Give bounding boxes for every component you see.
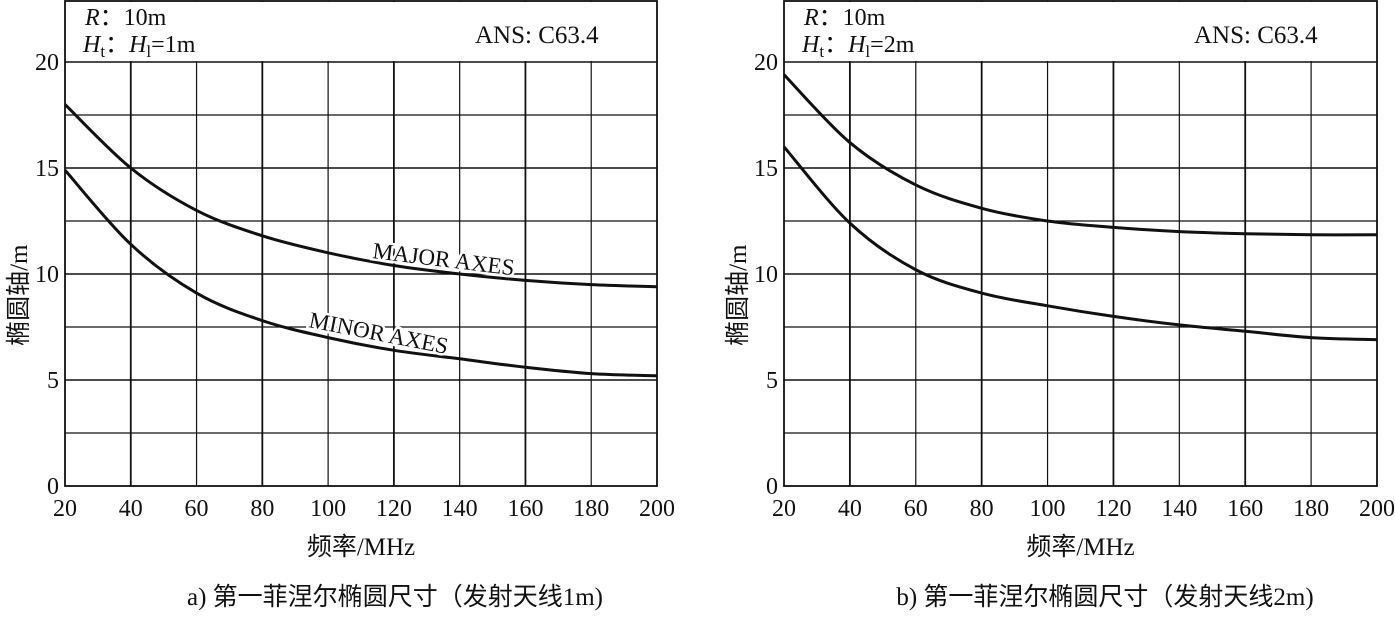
x-tick-label: 160	[1227, 496, 1263, 522]
y-tick-label: 5	[766, 368, 778, 394]
param-h-sub: l	[146, 42, 151, 61]
x-tick-label: 80	[250, 496, 274, 522]
param-h-sep: ：	[824, 32, 848, 58]
param-r-value: ：10m	[100, 5, 167, 31]
x-tick-label: 120	[376, 496, 412, 522]
x-tick-label: 40	[119, 496, 143, 522]
param-r: R：10m	[803, 5, 886, 31]
caption: b) 第一菲涅尔椭圆尺寸（发射天线2m)	[896, 583, 1313, 611]
param-h-value: =1m	[151, 32, 196, 58]
y-tick-label: 0	[766, 474, 778, 500]
x-tick-label: 180	[1293, 496, 1329, 522]
param-h-sub: l	[865, 42, 870, 61]
x-tick-label: 200	[1359, 496, 1395, 522]
series-line-minor	[63, 169, 658, 378]
series-line-minor	[782, 145, 1378, 342]
header-box	[66, 2, 656, 61]
x-tick-label: 60	[904, 496, 928, 522]
x-tick-label: 80	[970, 496, 994, 522]
series-line-major	[782, 73, 1378, 237]
param-h-sub: t	[100, 42, 105, 61]
y-tick-label: 15	[754, 156, 778, 182]
standard-label: ANS: C63.4	[475, 22, 599, 49]
standard-label: ANS: C63.4	[1194, 22, 1318, 49]
param-h-sub: t	[819, 42, 824, 61]
x-tick-label: 120	[1095, 496, 1131, 522]
plot-frame	[64, 0, 658, 487]
param-h-value: =2m	[870, 32, 915, 58]
x-axis-label: 频率/MHz	[307, 533, 415, 561]
y-tick-label: 10	[35, 262, 59, 288]
param-r-value: ：10m	[819, 5, 886, 31]
y-tick-label: 0	[47, 474, 59, 500]
param-h: Ht：Hl=1m	[82, 32, 196, 61]
param-r: R：10m	[84, 5, 167, 31]
chart-a: 0 5 10 15 20 20 40 60 80 100 120 140 160 180 200 频率/MHz…	[5, 0, 675, 611]
param-h-sep: ：	[105, 32, 129, 58]
plot-frame	[783, 0, 1378, 487]
y-axis-label: 椭圆轴/m	[724, 244, 752, 346]
header-box	[785, 2, 1376, 61]
param-h-symbol: H	[801, 32, 821, 58]
x-tick-label: 140	[442, 496, 478, 522]
x-tick-label: 100	[310, 496, 346, 522]
y-tick-label: 5	[47, 368, 59, 394]
x-tick-label: 40	[838, 496, 862, 522]
x-tick-label: 100	[1030, 496, 1066, 522]
y-tick-label: 20	[754, 50, 778, 76]
x-tick-label: 200	[639, 496, 675, 522]
y-tick-label: 15	[35, 156, 59, 182]
x-tick-label: 140	[1161, 496, 1197, 522]
x-tick-label: 20	[53, 496, 77, 522]
x-tick-label: 60	[185, 496, 209, 522]
x-tick-label: 20	[772, 496, 796, 522]
chart-b: 0 5 10 15 20 20 40 60 80 100 120 140 160 180 200 频率/MHz…	[724, 0, 1395, 611]
series-line-major	[63, 103, 658, 289]
param-r-symbol: R	[803, 5, 819, 31]
y-tick-label: 20	[35, 50, 59, 76]
y-tick-label: 10	[754, 262, 778, 288]
param-h-symbol: H	[82, 32, 102, 58]
param-h: Ht：Hl=2m	[801, 32, 915, 61]
x-axis-label: 频率/MHz	[1026, 533, 1134, 561]
param-h-symbol: H	[128, 32, 148, 58]
y-axis-label: 椭圆轴/m	[5, 244, 33, 346]
caption: a) 第一菲涅尔椭圆尺寸（发射天线1m)	[187, 583, 603, 611]
x-tick-label: 160	[507, 496, 543, 522]
param-r-symbol: R	[84, 5, 100, 31]
param-h-symbol: H	[847, 32, 867, 58]
x-tick-label: 180	[573, 496, 609, 522]
